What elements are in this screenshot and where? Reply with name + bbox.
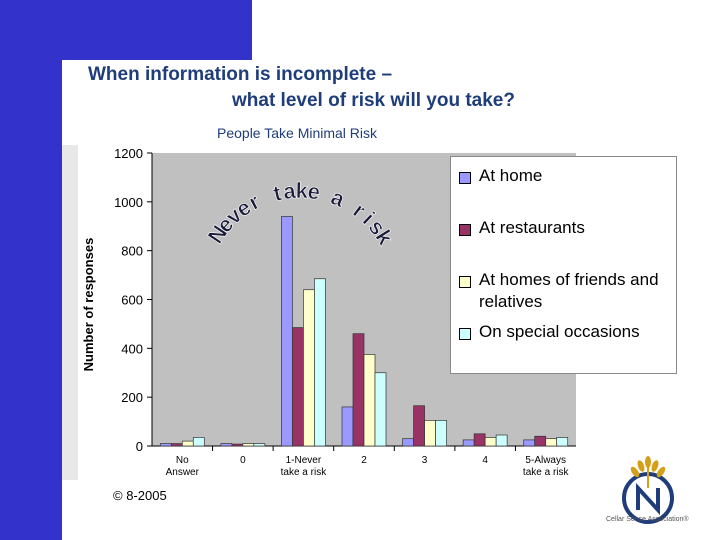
bar bbox=[231, 443, 244, 447]
bar bbox=[253, 443, 266, 447]
legend-label: At home bbox=[479, 166, 543, 185]
bar bbox=[292, 327, 304, 447]
legend-item-at-restaurants: At restaurants bbox=[459, 217, 674, 239]
bar bbox=[484, 437, 497, 447]
bar bbox=[534, 435, 547, 447]
x-tick-label: take a risk bbox=[523, 467, 570, 478]
annotation-letter: k bbox=[295, 178, 308, 203]
legend-item-friends-relatives: At homes of friends and relatives bbox=[459, 269, 674, 313]
bar bbox=[341, 406, 354, 447]
legend-item-special-occasions: On special occasions bbox=[459, 321, 674, 343]
legend-label: At restaurants bbox=[479, 218, 585, 237]
x-tick-label: 3 bbox=[422, 455, 428, 466]
bar bbox=[314, 278, 326, 447]
x-tick-label: 2 bbox=[361, 455, 367, 466]
bar bbox=[242, 443, 255, 447]
x-tick-label: 4 bbox=[482, 455, 488, 466]
x-tick-label: 5-Always bbox=[525, 455, 566, 466]
y-tick-label: 200 bbox=[121, 390, 143, 405]
bar bbox=[473, 433, 486, 447]
annotation-letter: e bbox=[306, 178, 322, 204]
x-tick-label: No bbox=[176, 455, 189, 466]
bar bbox=[352, 333, 365, 447]
chart-left-strip bbox=[62, 145, 78, 480]
legend-label: On special occasions bbox=[479, 322, 640, 341]
legend-swatch bbox=[459, 328, 471, 340]
y-tick-label: 600 bbox=[121, 293, 143, 308]
bar bbox=[374, 372, 387, 447]
legend-item-at-home: At home bbox=[459, 165, 674, 187]
x-tick-label: 0 bbox=[240, 455, 246, 466]
background-band-left bbox=[0, 0, 62, 540]
y-tick-label: 800 bbox=[121, 244, 143, 259]
cellar-sense-logo bbox=[622, 456, 674, 524]
y-tick-label: 400 bbox=[121, 341, 143, 356]
slide-title-line1: When information is incomplete – bbox=[88, 64, 393, 85]
x-tick-label: 1-Never bbox=[286, 455, 322, 466]
bar bbox=[170, 443, 183, 447]
bar bbox=[545, 438, 558, 447]
logo-text: Cellar Sense Association® bbox=[606, 516, 689, 523]
x-tick-label: Answer bbox=[166, 467, 200, 478]
bar bbox=[523, 439, 536, 447]
legend-swatch bbox=[459, 224, 471, 236]
bar bbox=[424, 420, 436, 447]
legend-swatch bbox=[459, 172, 471, 184]
legend-label: At homes of friends and relatives bbox=[479, 270, 659, 311]
y-axis-label: Number of responses bbox=[81, 238, 96, 372]
bar bbox=[435, 420, 447, 447]
bar bbox=[192, 437, 205, 447]
bar bbox=[462, 439, 475, 447]
bar bbox=[220, 443, 233, 447]
bar bbox=[413, 405, 425, 447]
annotation-letter: a bbox=[282, 178, 298, 204]
bar bbox=[159, 443, 172, 447]
chart-title: People Take Minimal Risk bbox=[217, 125, 378, 141]
y-tick-label: 0 bbox=[136, 439, 143, 454]
bar bbox=[402, 438, 414, 447]
slide-title-line2: what level of risk will you take? bbox=[232, 90, 515, 111]
bar bbox=[281, 216, 293, 447]
y-tick-label: 1000 bbox=[114, 195, 143, 210]
bar bbox=[181, 440, 194, 447]
y-tick-label: 1200 bbox=[114, 146, 143, 161]
x-tick-label: take a risk bbox=[281, 467, 328, 478]
chart-legend: At home At restaurants At homes of frien… bbox=[450, 156, 677, 374]
bar bbox=[303, 289, 315, 447]
bar bbox=[495, 434, 508, 447]
legend-swatch bbox=[459, 276, 471, 288]
bar bbox=[556, 437, 569, 447]
copyright-text: © 8-2005 bbox=[113, 488, 167, 503]
bar bbox=[363, 354, 376, 447]
